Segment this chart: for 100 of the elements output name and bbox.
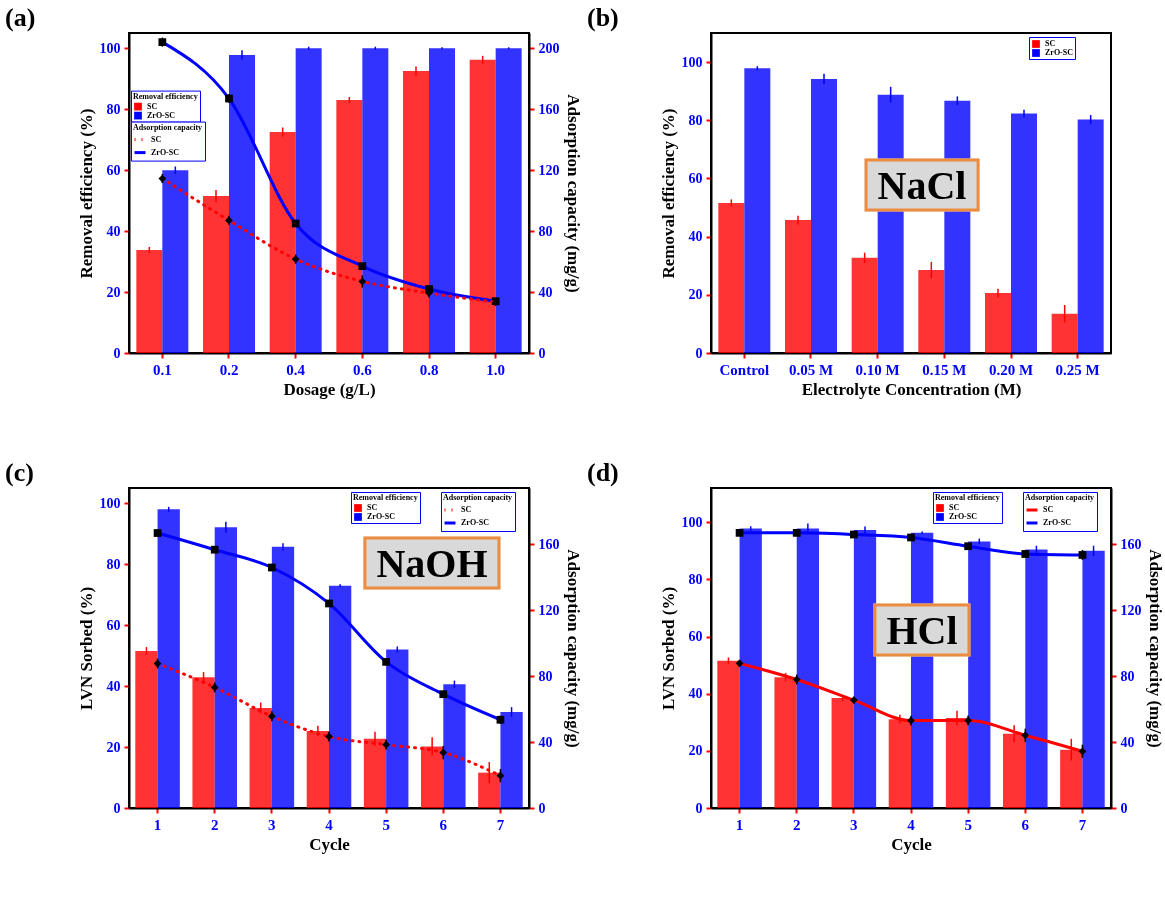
legend-label: ZrO-SC xyxy=(151,147,180,157)
legend-label: SC xyxy=(461,505,472,514)
legend-label: SC xyxy=(1043,505,1054,514)
legend-label: SC xyxy=(147,101,158,111)
x-tick-label: 0.15 M xyxy=(922,361,967,378)
y-tick-label: 60 xyxy=(688,170,703,186)
y-tick-label: 60 xyxy=(106,617,121,633)
x-tick-label: 5 xyxy=(382,816,390,833)
x-tick-label: 2 xyxy=(210,816,219,833)
legend-title: Removal efficiency xyxy=(935,493,1000,502)
x-tick-label: Control xyxy=(719,361,770,378)
chart-title: (c) xyxy=(5,458,34,487)
annotation: Adsorption capacity xyxy=(133,122,203,132)
y-tick-label: 0 xyxy=(695,800,703,816)
annotation: NaOH xyxy=(363,536,501,590)
x-tick-label: 1 xyxy=(153,816,162,833)
legend-label: ZrO-SC xyxy=(1043,518,1072,527)
y-tick-label: 100 xyxy=(99,40,121,56)
y-tick-label: 20 xyxy=(688,743,703,759)
annotation: Adsorption capacity xyxy=(1025,493,1095,502)
y-tick-label: 40 xyxy=(688,686,703,702)
y-axis-title: LVN Sorbed (%) xyxy=(76,586,96,711)
annotation: Adsorption capacity xyxy=(443,493,513,502)
annotation: HCl xyxy=(873,603,971,657)
x-tick-label: 7 xyxy=(496,816,505,833)
legend-label: ZrO-SC xyxy=(949,512,978,521)
y2-tick-label: 200 xyxy=(538,40,560,56)
y-tick-label: 20 xyxy=(688,287,703,303)
annotation: NaCl xyxy=(864,158,980,212)
y-axis-title: Removal efficiency (%) xyxy=(658,108,678,279)
y2-tick-label: 160 xyxy=(1120,536,1142,552)
legend-label: SC xyxy=(367,503,378,512)
x-tick-label: 3 xyxy=(268,816,276,833)
legend-label: ZrO-SC xyxy=(1045,48,1074,57)
y-axis-title: Removal efficiency (%) xyxy=(76,108,96,279)
y2-tick-label: 0 xyxy=(538,345,546,361)
x-tick-label: 0.1 xyxy=(152,361,172,378)
y-tick-label: 100 xyxy=(681,54,703,70)
y-tick-label: 0 xyxy=(695,345,703,361)
y2-axis-title: Adsorption capacity (mg/g) xyxy=(563,94,583,293)
x-tick-label: 7 xyxy=(1078,816,1087,833)
y2-axis-title: Adsorption capacity (mg/g) xyxy=(563,549,583,748)
y2-tick-label: 80 xyxy=(538,668,553,684)
legend-label: SC xyxy=(949,503,960,512)
x-axis-title: Electrolyte Concentration (M) xyxy=(801,379,1022,399)
legend-label: SC xyxy=(151,134,162,144)
y2-tick-label: 0 xyxy=(538,800,546,816)
y2-tick-label: 120 xyxy=(1120,602,1142,618)
x-tick-label: 6 xyxy=(439,816,448,833)
y-tick-label: 40 xyxy=(106,223,121,239)
x-tick-label: 1.0 xyxy=(486,361,506,378)
x-tick-label: 4 xyxy=(325,816,334,833)
y-tick-label: 80 xyxy=(688,571,703,587)
y-tick-label: 60 xyxy=(106,162,121,178)
legend-title: Removal efficiency xyxy=(133,91,198,101)
legend-label: ZrO-SC xyxy=(147,110,176,120)
x-tick-label: 4 xyxy=(907,816,916,833)
x-tick-label: 5 xyxy=(964,816,972,833)
x-axis-title: Cycle xyxy=(891,834,933,854)
y2-tick-label: 40 xyxy=(1120,734,1135,750)
y-tick-label: 80 xyxy=(106,101,121,117)
x-tick-label: 0.20 M xyxy=(988,361,1034,378)
chart-title: (a) xyxy=(5,3,36,32)
y2-tick-label: 0 xyxy=(1120,800,1128,816)
legend-label: ZrO-SC xyxy=(461,518,490,527)
x-tick-label: 0.4 xyxy=(286,361,306,378)
x-tick-label: 0.10 M xyxy=(855,361,900,378)
x-axis-title: Cycle xyxy=(309,834,351,854)
y-tick-label: 40 xyxy=(106,678,121,694)
x-tick-label: 0.05 M xyxy=(788,361,834,378)
y-tick-label: 20 xyxy=(106,739,121,755)
y-tick-label: 80 xyxy=(688,112,703,128)
y2-tick-label: 120 xyxy=(538,162,560,178)
y-tick-label: 100 xyxy=(681,514,703,530)
x-tick-label: 2 xyxy=(792,816,801,833)
y-tick-label: 0 xyxy=(113,345,121,361)
y2-tick-label: 160 xyxy=(538,536,560,552)
y-tick-label: 40 xyxy=(688,229,703,245)
y2-tick-label: 80 xyxy=(1120,668,1135,684)
y-axis-title: LVN Sorbed (%) xyxy=(658,586,678,711)
x-tick-label: 0.6 xyxy=(352,361,373,378)
y-tick-label: 0 xyxy=(113,800,121,816)
x-tick-label: 0.25 M xyxy=(1055,361,1100,378)
x-tick-label: 0.2 xyxy=(219,361,239,378)
y2-axis-title: Adsorption capacity (mg/g) xyxy=(1145,549,1165,748)
legend-label: ZrO-SC xyxy=(367,512,396,521)
chart-title: (b) xyxy=(587,3,619,32)
chart-title: (d) xyxy=(587,458,619,487)
y2-tick-label: 80 xyxy=(538,223,553,239)
x-axis-title: Dosage (g/L) xyxy=(283,379,376,399)
y2-tick-label: 160 xyxy=(538,101,560,117)
legend-label: SC xyxy=(1045,39,1056,48)
y-tick-label: 60 xyxy=(688,629,703,645)
y-tick-label: 80 xyxy=(106,556,121,572)
y-tick-label: 100 xyxy=(99,495,121,511)
x-tick-label: 6 xyxy=(1021,816,1030,833)
y2-tick-label: 120 xyxy=(538,602,560,618)
y2-tick-label: 40 xyxy=(538,284,553,300)
x-tick-label: 3 xyxy=(850,816,858,833)
y-tick-label: 20 xyxy=(106,284,121,300)
